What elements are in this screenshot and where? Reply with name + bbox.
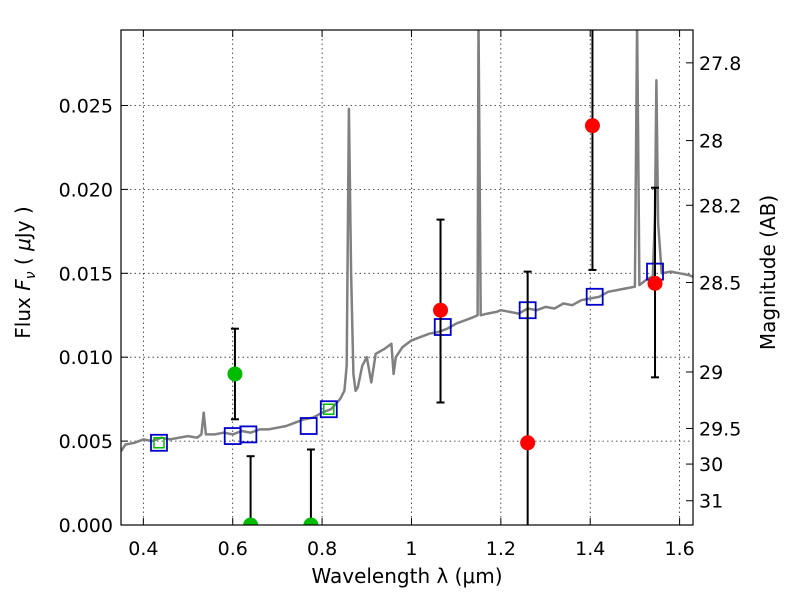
right-tick-label: 29	[699, 362, 723, 384]
plot-area	[121, 30, 693, 525]
model-photometry-box	[433, 318, 452, 336]
green-data-point	[227, 366, 243, 382]
grid-lines	[121, 30, 693, 526]
y-tick-label: 0.020	[59, 179, 113, 201]
y-tick-label: 0.000	[59, 515, 113, 537]
green-box-marker	[323, 403, 335, 415]
x-tick-label: 1	[405, 538, 417, 560]
model-photometry-box	[585, 287, 604, 306]
right-tick-label: 27.8	[699, 53, 741, 75]
x-tick-label: 1.2	[486, 538, 516, 560]
x-tick-label: 1.6	[664, 538, 694, 560]
right-tick-label: 29.5	[699, 418, 741, 440]
axes-frame	[120, 29, 694, 526]
y-axis-label-part: μ	[11, 238, 35, 252]
y-axis-label-left: Flux Fν ( μJy )	[11, 206, 39, 338]
x-tick-label: 0.8	[307, 538, 337, 560]
axis-ticks: 0.4 0.6 0.8 1 1.2 1.4 1.6 0.000 0.005 0.010 0.015 0…	[59, 30, 741, 560]
x-tick-label: 0.4	[128, 538, 158, 560]
model-photometry-box	[299, 417, 318, 435]
green-data-point	[243, 517, 259, 525]
model-photometry-box	[150, 433, 168, 452]
red-data-point	[647, 275, 663, 291]
y-tick-label: 0.025	[59, 96, 113, 118]
right-tick-label: 28.2	[699, 195, 741, 217]
x-tick-label: 0.6	[218, 538, 248, 560]
y-tick-label: 0.015	[59, 263, 113, 285]
y-axis-label-part: ν	[23, 271, 39, 279]
right-tick-label: 28.5	[699, 272, 741, 294]
y-axis-label-part: F	[11, 279, 35, 291]
y-axis-label-part: Jy )	[11, 206, 35, 240]
y-axis-label-part: (	[11, 251, 35, 272]
y-axis-label-part: Flux	[11, 291, 35, 339]
green-data-point	[303, 517, 319, 525]
model-photometry-box	[319, 400, 338, 419]
red-data-point	[520, 435, 536, 451]
y-tick-label: 0.010	[59, 347, 113, 369]
model-photometry-box	[239, 425, 258, 444]
red-data-point	[433, 302, 449, 318]
green-box-marker	[153, 437, 165, 449]
plot-content	[121, 30, 693, 525]
x-tick-label: 1.4	[575, 538, 605, 560]
y-tick-label: 0.005	[59, 431, 113, 453]
right-tick-label: 28	[699, 131, 723, 153]
y-axis-label-right: Magnitude (AB)	[756, 195, 780, 350]
x-axis-label: Wavelength λ (μm)	[311, 564, 502, 588]
model-spectrum-line	[121, 30, 693, 452]
right-tick-label: 31	[699, 491, 723, 513]
right-tick-label: 30	[699, 454, 723, 476]
red-data-point	[584, 118, 600, 134]
